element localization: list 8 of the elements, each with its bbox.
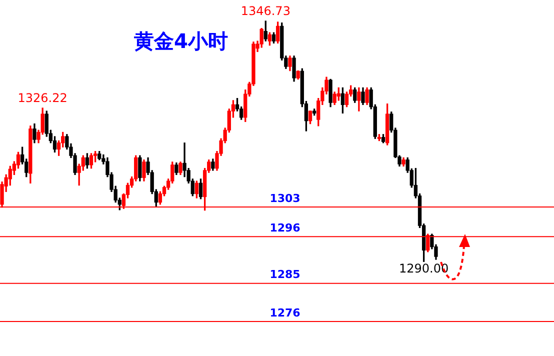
annotation: 1346.73	[240, 4, 290, 18]
annotation: 1290.00	[398, 262, 449, 276]
annotation: 1326.22	[18, 91, 68, 106]
ref-line-label: 1276	[270, 306, 301, 320]
text: 黄金4小时	[134, 28, 228, 55]
ref-line-label: 1303	[270, 192, 300, 205]
ref-line-label: 1285	[270, 268, 300, 282]
ref-line-label: 1296	[270, 222, 301, 235]
